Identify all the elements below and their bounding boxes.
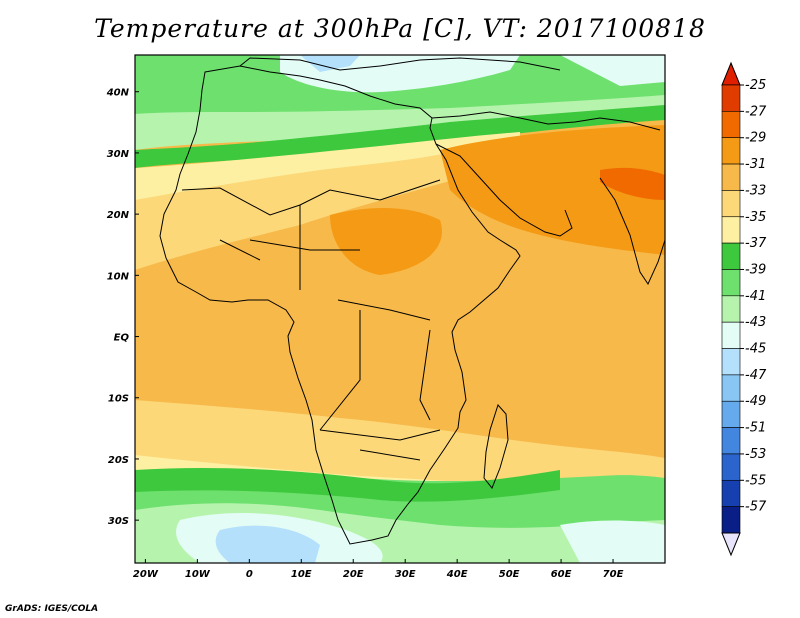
colorbar-label: -37: [745, 236, 767, 251]
field-band-north-blue: [300, 55, 360, 72]
colorbar-label: -35: [745, 210, 766, 225]
africa-coastline: [159, 65, 521, 545]
colorbar-label: -29: [745, 131, 766, 146]
lon-tick-label: 20W: [133, 569, 159, 580]
colorbar-swatch: [721, 269, 741, 297]
colorbar-swatch: [721, 216, 741, 244]
colorbar-label: -31: [745, 157, 766, 172]
field-band-southeast-paleblue: [560, 520, 665, 563]
colorbar-swatch: [721, 84, 741, 112]
lat-tick-label: 30S: [108, 516, 129, 527]
india-coastline: [599, 177, 665, 286]
colorbar-swatch: [721, 321, 741, 349]
map-title: Temperature at 300hPa [C], VT: 201710081…: [94, 14, 706, 43]
colorbar-swatch: [721, 453, 741, 481]
country-borders: [181, 179, 441, 461]
colorbar-bottom-arrow: [721, 532, 741, 557]
colorbar-label: -27: [745, 104, 767, 119]
lat-tick-label: 20S: [108, 455, 129, 466]
asia-coastline: [431, 111, 661, 131]
lat-tick-label: 40N: [106, 88, 130, 99]
colorbar-label: -55: [745, 473, 766, 488]
colorbar-swatch: [721, 348, 741, 376]
lat-tick-label: 30N: [107, 149, 130, 160]
lon-tick-label: 50E: [499, 569, 520, 580]
colorbar-swatch: [721, 137, 741, 165]
colorbar-label: -47: [745, 368, 767, 383]
colorbar-label: -45: [745, 342, 766, 357]
colorbar-swatch: [721, 479, 741, 507]
colorbar-swatch: [721, 242, 741, 270]
colorbar-label: -57: [745, 500, 767, 515]
lon-tick-label: 10W: [185, 569, 211, 580]
colorbar-label: -33: [745, 183, 766, 198]
colorbar-swatch: [721, 163, 741, 191]
colorbar: -25 -27 -29 -31 -33 -35 -37 -39 -41 -43 -45 -47 -49 -…: [721, 61, 767, 557]
colorbar-swatch: [721, 295, 741, 323]
colorbar-label: -53: [745, 447, 766, 462]
longitude-axis: 20W 10W 0 10E 20E 30E 40E 50E 60E 70E: [133, 559, 624, 580]
colorbar-swatch: [721, 400, 741, 428]
field-band-northeast-paleblue: [560, 55, 665, 86]
lon-tick-label: 40E: [446, 569, 468, 580]
colorbar-label: -41: [745, 289, 766, 304]
coastlines: [159, 57, 665, 545]
colorbar-swatch: [721, 374, 741, 402]
colorbar-swatch: [721, 190, 741, 218]
field-band-central-africa-orange: [330, 208, 442, 275]
colorbar-swatch: [721, 427, 741, 455]
field-band-arabia-orange: [440, 125, 665, 255]
lon-tick-label: 70E: [603, 569, 624, 580]
latitude-axis: 40N 30N 20N 10N EQ 10S 20S 30S: [106, 88, 139, 527]
field-band-south-blue: [215, 525, 320, 563]
colorbar-top-arrow: [721, 61, 741, 86]
field-band-india-darkorange: [600, 167, 665, 200]
grads-credit: GrADS: IGES/COLA: [5, 604, 99, 614]
lon-tick-label: 60E: [551, 569, 572, 580]
arabia-coastline: [435, 143, 573, 237]
colorbar-swatch: [721, 111, 741, 139]
temperature-field: [135, 55, 665, 563]
lat-tick-label: 10N: [107, 271, 130, 282]
colorbar-label: -49: [745, 394, 766, 409]
lat-tick-label: EQ: [114, 333, 130, 344]
colorbar-label: -25: [745, 78, 766, 93]
colorbar-label: -39: [745, 262, 766, 277]
lon-tick-label: 20E: [343, 569, 364, 580]
field-band-south-green: [135, 468, 560, 502]
madagascar-coastline: [483, 404, 509, 489]
plot-frame: [134, 54, 666, 564]
lat-tick-label: 10S: [108, 394, 129, 405]
colorbar-swatch: [721, 506, 741, 534]
colorbar-label: -51: [745, 421, 766, 436]
lon-tick-label: 30E: [395, 569, 416, 580]
lon-tick-label: 0: [246, 569, 253, 580]
field-band-sahara-yellow: [135, 150, 470, 270]
lat-tick-label: 20N: [107, 210, 130, 221]
europe-coastline: [239, 57, 561, 71]
lon-tick-label: 10E: [291, 569, 312, 580]
colorbar-label: -43: [745, 315, 766, 330]
